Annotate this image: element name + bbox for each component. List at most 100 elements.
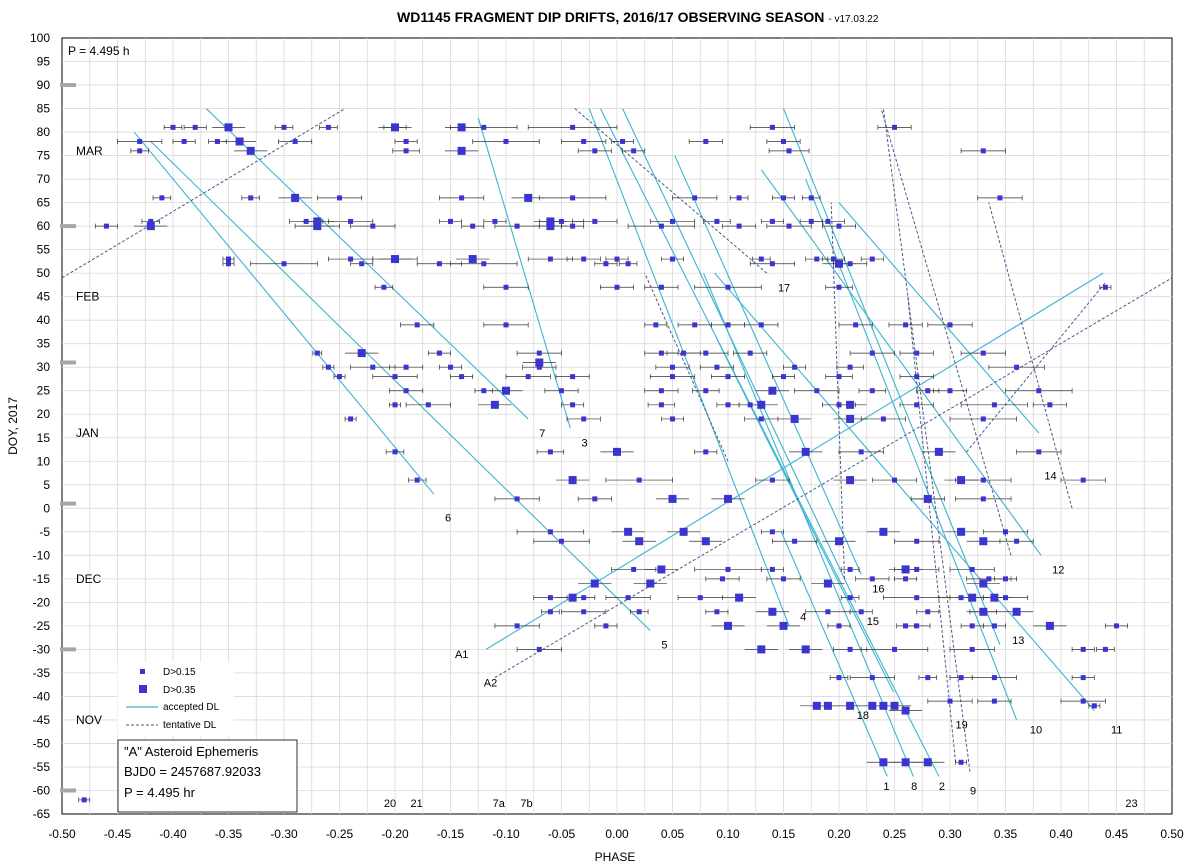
month-label: JAN [76, 426, 99, 440]
data-point-large [457, 123, 466, 132]
data-point-large [868, 701, 877, 710]
data-point-large [879, 758, 888, 767]
data-point-large [391, 123, 399, 132]
data-point-small [925, 388, 931, 394]
data-point-small [847, 566, 853, 572]
data-point-small [925, 675, 931, 681]
data-point-small [592, 496, 598, 502]
data-point-small [991, 698, 997, 704]
data-point-large [990, 593, 999, 602]
data-point-small [980, 477, 986, 483]
data-point-large [835, 537, 843, 546]
month-label: NOV [76, 713, 102, 727]
data-point-small [747, 402, 753, 408]
data-point-small [980, 416, 986, 422]
x-tick-label: -0.45 [104, 827, 132, 841]
y-tick-label: 5 [43, 478, 50, 492]
period-note: P = 4.495 h [68, 44, 130, 58]
y-tick-label: 80 [37, 125, 51, 139]
data-point-small [781, 374, 786, 380]
data-point-small [1014, 538, 1020, 544]
data-point-small [736, 223, 742, 229]
data-point-small [892, 124, 897, 130]
drift-line-label: 18 [857, 710, 869, 722]
data-point-small [658, 402, 664, 408]
data-point-small [847, 364, 853, 370]
data-point-small [1047, 402, 1053, 408]
data-point-small [892, 477, 897, 483]
data-point-small [448, 364, 453, 370]
data-point-small [714, 609, 720, 615]
y-tick-label: 0 [43, 501, 50, 515]
data-point-small [1091, 703, 1097, 709]
x-tick-label: 0.35 [994, 827, 1018, 841]
data-point-large [757, 645, 766, 654]
data-point-small [969, 646, 975, 652]
y-tick-label: -65 [33, 807, 51, 821]
data-point-small [836, 402, 842, 408]
data-point-large [668, 494, 677, 503]
x-tick-labels: -0.50 -0.45 -0.40 -0.35 -0.30 -0.25 -0.20 -0.15… [48, 827, 1184, 841]
data-point-large [801, 645, 810, 654]
y-tick-label: 35 [37, 337, 51, 351]
data-point-small [781, 195, 786, 201]
data-point-large [801, 447, 810, 456]
drift-line-label: 12 [1052, 564, 1064, 576]
x-tick-label: 0.25 [883, 827, 907, 841]
x-tick-label: 0.05 [661, 827, 685, 841]
y-tick-label: -40 [33, 689, 51, 703]
data-point-large [246, 146, 255, 155]
data-point-small [958, 595, 964, 601]
y-tick-label: 95 [37, 55, 51, 69]
drift-line-label: 4 [800, 611, 806, 623]
data-point-small [547, 595, 553, 601]
data-point-small [958, 675, 964, 681]
data-point-small [592, 218, 598, 224]
drift-line-label: 10 [1030, 724, 1042, 736]
y-tick-label: -35 [33, 666, 51, 680]
data-point-large [679, 527, 688, 536]
data-point-small [836, 623, 842, 629]
data-point-large [457, 146, 466, 155]
data-point-large [768, 386, 777, 395]
data-point-small [348, 256, 354, 262]
data-point-small [392, 374, 398, 380]
drift-line-label: 14 [1044, 470, 1056, 482]
data-point-small [436, 261, 442, 267]
data-point-large [657, 565, 666, 574]
y-tick-label: -60 [33, 783, 51, 797]
data-point-small [980, 350, 986, 356]
data-point-small [559, 218, 564, 224]
data-point-small [137, 138, 143, 144]
y-tick-label: 30 [37, 360, 51, 374]
data-point-small [914, 538, 920, 544]
chart-subtitle: - v17.03.22 [828, 14, 878, 25]
data-point-small [869, 256, 875, 262]
y-tick-label: -50 [33, 736, 51, 750]
data-point-small [570, 374, 576, 380]
y-tick-label: 20 [37, 407, 51, 421]
x-tick-label: 0.50 [1160, 827, 1184, 841]
data-point-small [370, 364, 376, 370]
data-point-large [934, 447, 943, 456]
data-point-small [786, 148, 792, 154]
data-point-small [980, 496, 986, 502]
data-point-small [869, 350, 875, 356]
data-point-small [786, 223, 792, 229]
data-point-small [226, 261, 231, 267]
data-point-small [547, 256, 553, 262]
accepted-drift-line [674, 155, 862, 575]
data-point-large [313, 217, 322, 226]
data-point-small [348, 218, 354, 224]
data-point-large [879, 527, 888, 536]
data-point-large [835, 259, 843, 268]
drift-line-label: 9 [970, 785, 976, 797]
data-point-large [846, 414, 855, 423]
data-point-large [846, 476, 855, 485]
month-label: DEC [76, 572, 102, 586]
data-point-small [281, 261, 287, 267]
drift-line-label: 20 [384, 798, 396, 810]
data-point-large [812, 701, 821, 710]
